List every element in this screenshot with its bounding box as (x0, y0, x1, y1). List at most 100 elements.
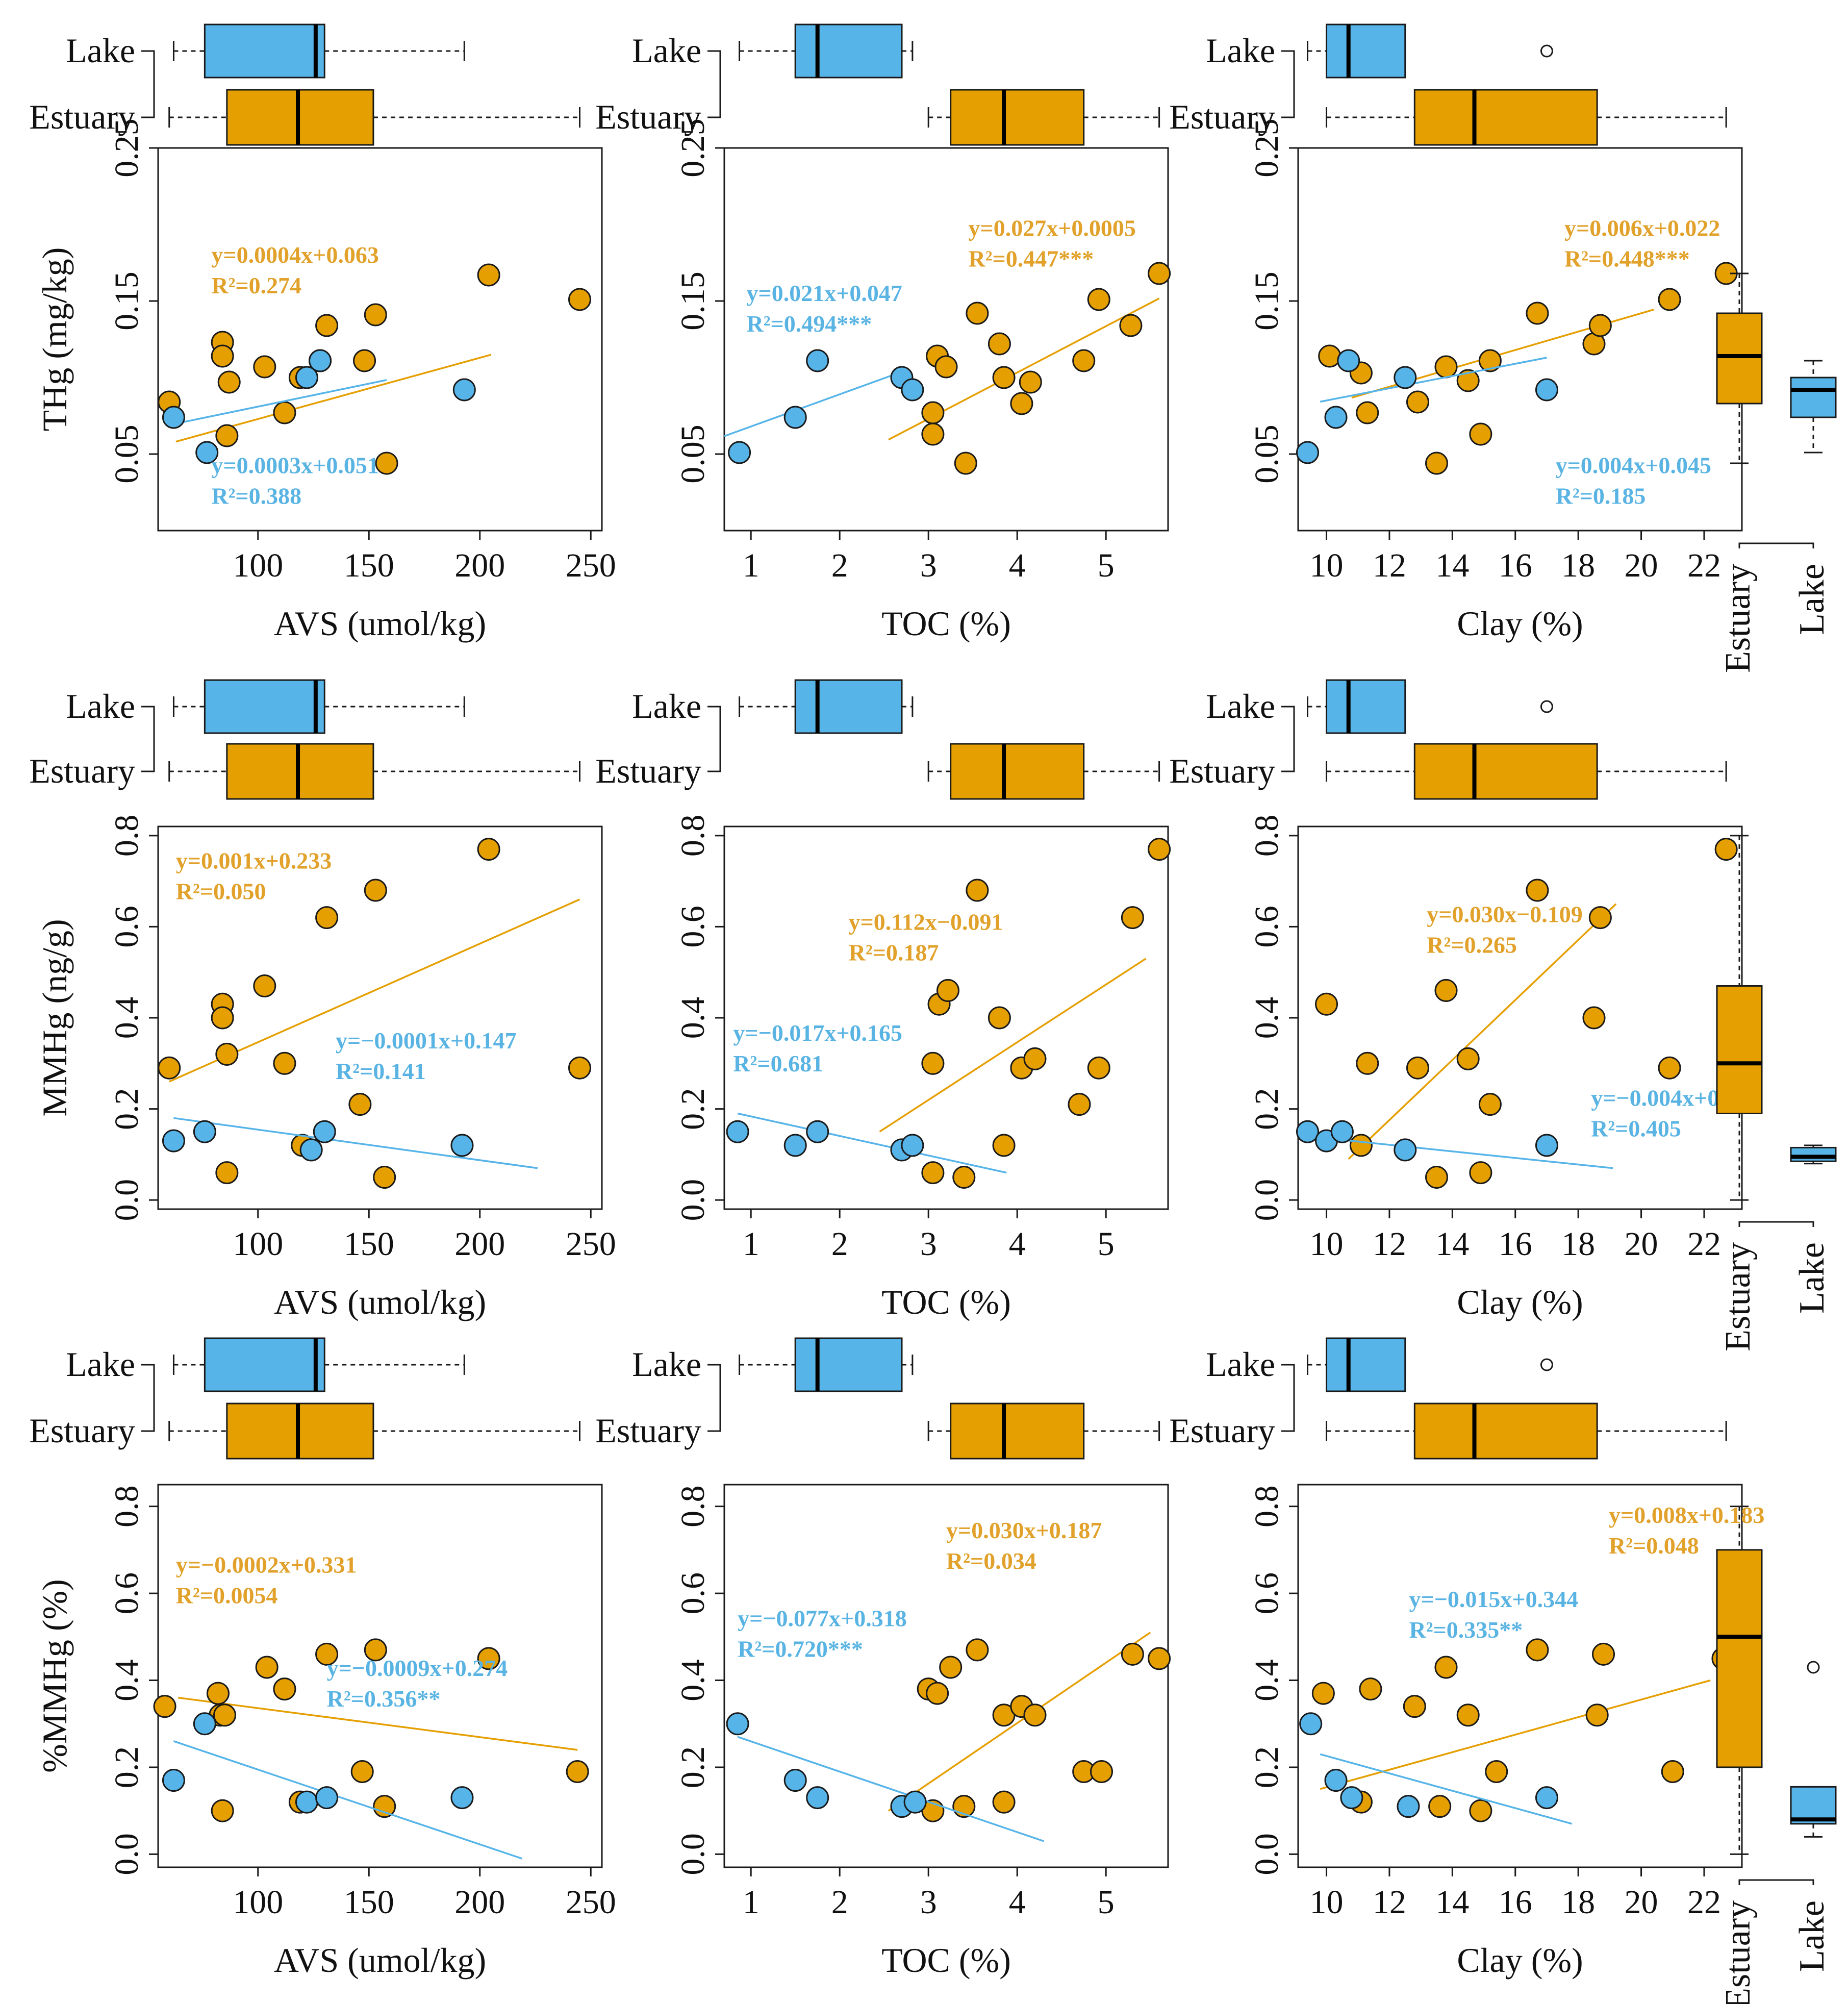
data-point-estuary (1148, 838, 1171, 861)
y-tick-label: 0.8 (674, 815, 712, 857)
data-point-estuary (1456, 1704, 1480, 1727)
data-point-estuary (1119, 314, 1143, 337)
data-point-lake (1340, 1786, 1363, 1810)
data-point-estuary (315, 1642, 339, 1666)
r-squared-lake: R²=0.356** (327, 1686, 441, 1712)
y-tick-label: 0.8 (108, 815, 145, 857)
data-point-estuary (1010, 392, 1033, 415)
group-label-lake: Lake (632, 1345, 701, 1384)
data-point-estuary (1526, 302, 1549, 325)
data-point-lake (903, 1790, 927, 1814)
data-point-estuary (477, 1647, 500, 1670)
data-point-estuary (1148, 262, 1171, 285)
data-point-estuary (315, 314, 339, 337)
fit-line-lake (173, 1740, 522, 1860)
y-tick-label: 0.15 (108, 271, 145, 331)
data-point-estuary (1311, 1682, 1335, 1705)
data-point-estuary (992, 1134, 1016, 1157)
x-tick-label: 3 (920, 1225, 937, 1263)
x-axis-title: TOC (%) (881, 604, 1011, 643)
scatter-panel-1-0: 100 150 200 250 0.0 0.2 0.4 0.6 0.8 AVS (umol/kg)… (35, 815, 616, 1321)
data-point-estuary (1526, 1638, 1549, 1662)
y-tick-label: 0.4 (674, 997, 712, 1039)
data-point-lake (901, 378, 924, 402)
data-point-estuary (1068, 1093, 1091, 1116)
x-tick-label: 2 (831, 547, 848, 584)
fit-line-lake (737, 1112, 1007, 1174)
group-axis-bracket (141, 50, 155, 118)
data-point-estuary (921, 1051, 945, 1075)
scatter-panel-0-1: 1 2 3 4 5 0.05 0.15 0.25 TOC (%) y=0.027x+0.0005 R… (674, 118, 1171, 643)
x-tick-label: 20 (1625, 1884, 1658, 1921)
x-tick-label: 5 (1098, 1225, 1115, 1263)
top-boxplot-1-2: Lake Estuary (1169, 679, 1727, 800)
data-point-lake (450, 1134, 474, 1157)
data-point-estuary (211, 344, 234, 368)
y-tick-label: 0.6 (1248, 906, 1285, 948)
r-squared-lake: R²=0.141 (336, 1058, 426, 1084)
data-point-lake (726, 1120, 749, 1143)
y-tick-label: 0.15 (1248, 271, 1285, 331)
fit-line-estuary (1348, 903, 1617, 1160)
data-point-estuary (988, 332, 1011, 356)
x-tick-label: 10 (1310, 1225, 1344, 1263)
data-point-estuary (934, 355, 958, 379)
data-point-estuary (477, 263, 500, 287)
plot-frame (723, 147, 1169, 532)
data-point-estuary (1658, 1056, 1681, 1080)
outlier-lake (1540, 700, 1553, 713)
data-point-estuary (1714, 838, 1738, 861)
fit-line-lake (724, 369, 907, 437)
data-point-estuary (954, 452, 977, 475)
data-point-estuary (1406, 390, 1429, 414)
fit-line-lake (737, 1736, 1044, 1842)
data-point-estuary (1456, 369, 1480, 392)
side-axis-bracket (1738, 542, 1814, 548)
data-point-lake (726, 1712, 749, 1736)
box-estuary (950, 743, 1085, 800)
data-point-estuary (1592, 1642, 1615, 1666)
data-point-lake (806, 1786, 829, 1810)
data-point-lake (1394, 1138, 1417, 1162)
y-tick-label: 0.8 (1248, 815, 1285, 857)
data-point-estuary (348, 1093, 372, 1116)
fit-line-lake (173, 1117, 538, 1169)
x-axis-title: AVS (umol/kg) (274, 1283, 486, 1321)
y-tick-label: 0.2 (674, 1088, 712, 1130)
data-point-estuary (926, 1682, 949, 1705)
y-tick-label: 0.25 (1248, 118, 1285, 178)
outlier-lake (1540, 44, 1553, 58)
data-point-estuary (921, 422, 945, 446)
top-boxplot-0-0: Lake Estuary (29, 23, 580, 146)
box-estuary (1716, 312, 1763, 405)
x-axis-title: Clay (%) (1457, 1941, 1583, 1980)
data-point-estuary (1582, 1006, 1606, 1030)
regression-equation-lake: y=−0.0001x+0.147 (336, 1028, 517, 1054)
data-point-estuary (1428, 1795, 1452, 1818)
data-point-estuary (966, 302, 989, 325)
x-tick-label: 4 (1009, 547, 1026, 584)
x-tick-label: 10 (1310, 1884, 1344, 1921)
data-point-lake (783, 406, 807, 429)
y-tick-label: 0.4 (108, 1659, 145, 1701)
top-boxplot-2-2: Lake Estuary (1169, 1337, 1727, 1460)
regression-equation-lake: y=0.0003x+0.051 (211, 453, 378, 479)
group-label-estuary: Estuary (595, 752, 701, 790)
x-tick-label: 2 (831, 1884, 848, 1921)
regression-equation-estuary: y=0.027x+0.0005 (969, 215, 1136, 241)
y-tick-label: 0.2 (674, 1746, 712, 1789)
data-point-lake (1324, 1769, 1348, 1792)
side-group-label-lake: Lake (1792, 564, 1832, 635)
regression-equation-lake: y=−0.017x+0.165 (733, 1020, 902, 1046)
group-axis-bracket (141, 1364, 155, 1432)
regression-equation-lake: y=−0.015x+0.344 (1409, 1586, 1579, 1612)
x-tick-label: 22 (1687, 1225, 1721, 1263)
x-tick-label: 3 (920, 547, 937, 584)
fit-line-estuary (879, 958, 1147, 1133)
data-point-estuary (1087, 288, 1110, 311)
side-axis-bracket (1738, 1221, 1814, 1227)
r-squared-estuary: R²=0.050 (176, 879, 266, 905)
group-label-lake: Lake (1206, 1345, 1275, 1384)
x-tick-label: 22 (1687, 1884, 1721, 1921)
